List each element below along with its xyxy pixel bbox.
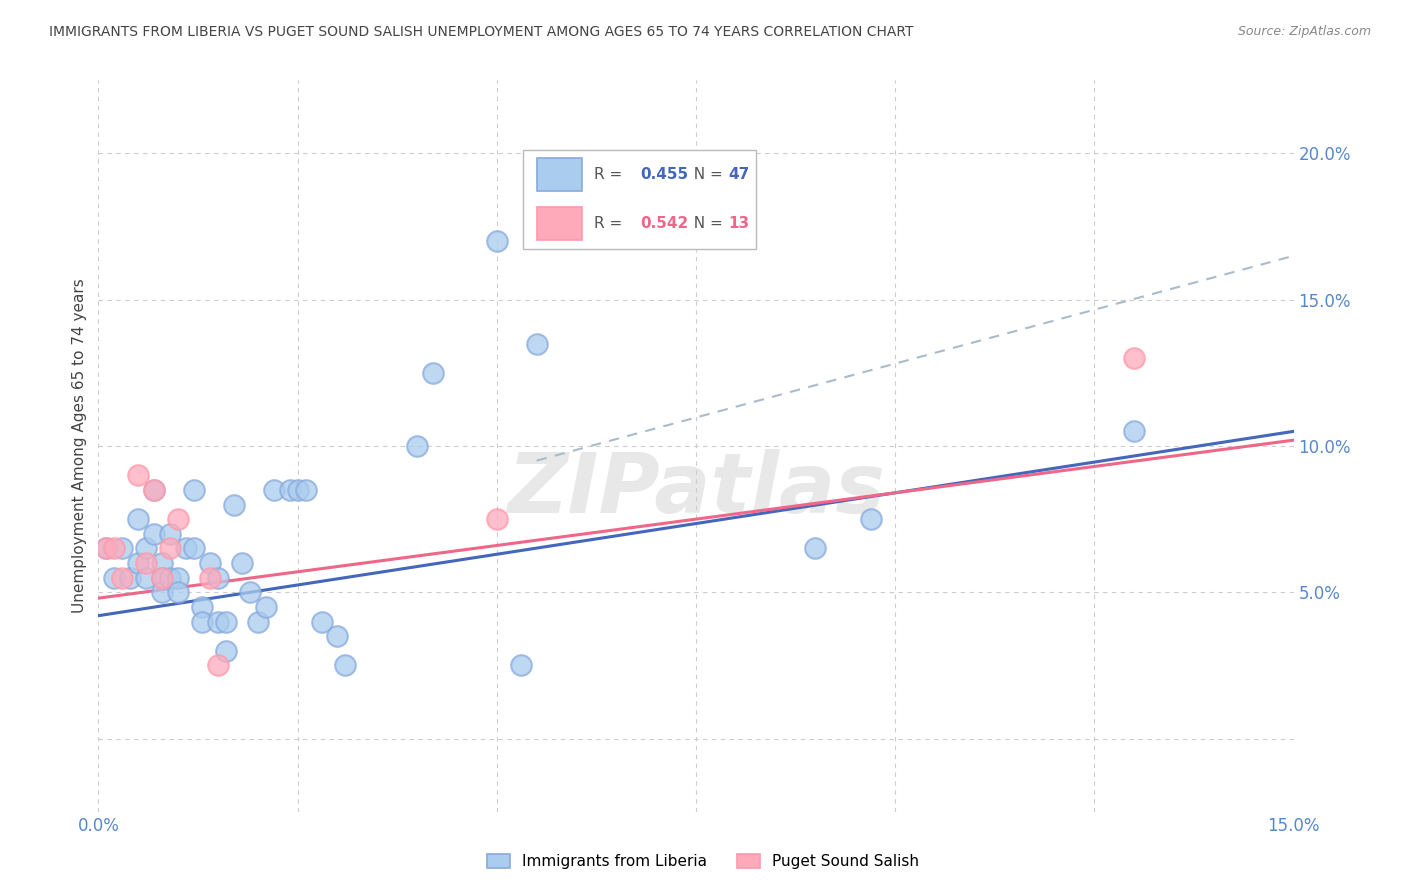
Point: [207, 571, 229, 585]
Text: 0.542: 0.542: [640, 217, 688, 231]
Point: [231, 556, 253, 570]
Point: [287, 483, 309, 497]
Point: [278, 483, 301, 497]
Text: Source: ZipAtlas.com: Source: ZipAtlas.com: [1237, 25, 1371, 38]
Point: [263, 483, 285, 497]
Point: [183, 541, 205, 556]
Text: R =: R =: [595, 217, 627, 231]
Point: [150, 571, 173, 585]
Point: [485, 234, 508, 248]
Point: [509, 658, 531, 673]
Point: [159, 541, 181, 556]
Text: IMMIGRANTS FROM LIBERIA VS PUGET SOUND SALISH UNEMPLOYMENT AMONG AGES 65 TO 74 Y: IMMIGRANTS FROM LIBERIA VS PUGET SOUND S…: [49, 25, 914, 39]
Point: [111, 571, 134, 585]
Point: [103, 541, 125, 556]
Point: [804, 541, 827, 556]
Point: [191, 615, 214, 629]
Point: [860, 512, 883, 526]
Point: [198, 556, 221, 570]
Point: [167, 512, 190, 526]
Text: 0.455: 0.455: [640, 167, 688, 182]
Text: ZIPatlas: ZIPatlas: [508, 450, 884, 531]
Bar: [537, 207, 582, 240]
Y-axis label: Unemployment Among Ages 65 to 74 years: Unemployment Among Ages 65 to 74 years: [72, 278, 87, 614]
Point: [526, 336, 548, 351]
Point: [167, 571, 190, 585]
Point: [239, 585, 262, 599]
Legend: Immigrants from Liberia, Puget Sound Salish: Immigrants from Liberia, Puget Sound Sal…: [481, 848, 925, 875]
Text: R =: R =: [595, 167, 627, 182]
Point: [1123, 425, 1146, 439]
Point: [120, 571, 142, 585]
Point: [207, 658, 229, 673]
Bar: [537, 158, 582, 191]
Point: [254, 599, 277, 614]
Point: [335, 658, 357, 673]
Point: [207, 615, 229, 629]
Point: [127, 512, 149, 526]
Point: [143, 483, 166, 497]
Point: [103, 571, 125, 585]
Point: [159, 526, 181, 541]
Point: [127, 556, 149, 570]
Point: [191, 599, 214, 614]
Point: [215, 615, 238, 629]
Point: [127, 468, 149, 483]
Point: [198, 571, 221, 585]
Bar: [523, 150, 756, 249]
Point: [485, 512, 508, 526]
Point: [135, 571, 157, 585]
Point: [1123, 351, 1146, 366]
Point: [406, 439, 429, 453]
Point: [215, 644, 238, 658]
Point: [167, 585, 190, 599]
Point: [111, 541, 134, 556]
Point: [294, 483, 316, 497]
Point: [143, 483, 166, 497]
Point: [143, 526, 166, 541]
Point: [183, 483, 205, 497]
Point: [246, 615, 269, 629]
Point: [150, 585, 173, 599]
Text: 13: 13: [728, 217, 749, 231]
Text: N =: N =: [685, 167, 728, 182]
Text: 47: 47: [728, 167, 749, 182]
Point: [174, 541, 197, 556]
Point: [150, 571, 173, 585]
Point: [96, 541, 118, 556]
Point: [150, 556, 173, 570]
Point: [222, 498, 245, 512]
Text: N =: N =: [685, 217, 728, 231]
Point: [135, 541, 157, 556]
Point: [96, 541, 118, 556]
Point: [422, 366, 444, 380]
Point: [311, 615, 333, 629]
Point: [135, 556, 157, 570]
Point: [326, 629, 349, 643]
Point: [159, 571, 181, 585]
